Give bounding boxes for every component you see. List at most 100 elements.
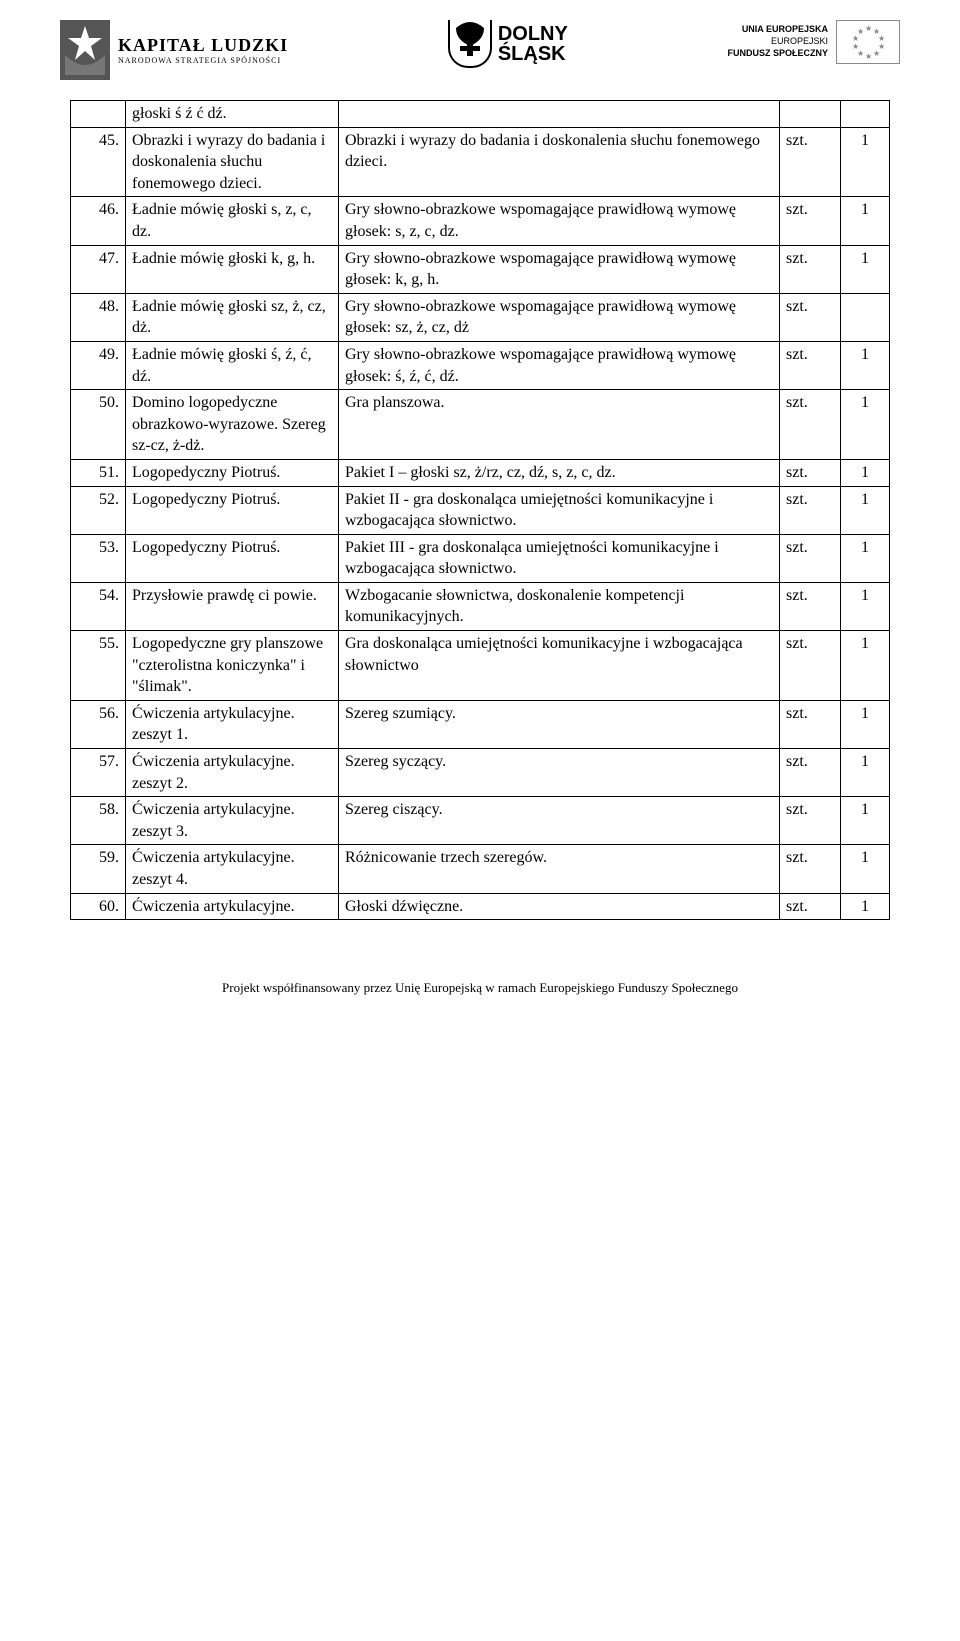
cell-unit: szt.	[780, 486, 841, 534]
cell-desc: Głoski dźwięczne.	[339, 893, 780, 920]
cell-qty: 1	[841, 197, 890, 245]
cell-unit: szt.	[780, 390, 841, 460]
cell-desc: Pakiet II - gra doskonaląca umiejętności…	[339, 486, 780, 534]
logo-dolny-slask: DOLNY ŚLĄSK	[448, 20, 568, 68]
cell-name: Obrazki i wyrazy do badania i doskonalen…	[126, 127, 339, 197]
table-row: 47.Ładnie mówię głoski k, g, h.Gry słown…	[71, 245, 890, 293]
cell-name: Ładnie mówię głoski sz, ż, cz, dż.	[126, 293, 339, 341]
cell-name: głoski ś ź ć dź.	[126, 101, 339, 128]
cell-unit: szt.	[780, 245, 841, 293]
logo-slask-text: DOLNY ŚLĄSK	[498, 24, 568, 64]
cell-qty: 1	[841, 127, 890, 197]
cell-desc: Gry słowno-obrazkowe wspomagające prawid…	[339, 293, 780, 341]
cell-desc: Szereg ciszący.	[339, 797, 780, 845]
page-header: KAPITAŁ LUDZKI NARODOWA STRATEGIA SPÓJNO…	[0, 0, 960, 90]
cell-unit: szt.	[780, 700, 841, 748]
cell-desc: Gry słowno-obrazkowe wspomagające prawid…	[339, 341, 780, 389]
cell-num: 50.	[71, 390, 126, 460]
table-row: 55.Logopedyczne gry planszowe "czterolis…	[71, 631, 890, 701]
cell-name: Ćwiczenia artykulacyjne. zeszyt 3.	[126, 797, 339, 845]
table-row: 56.Ćwiczenia artykulacyjne. zeszyt 1.Sze…	[71, 700, 890, 748]
cell-name: Ćwiczenia artykulacyjne.	[126, 893, 339, 920]
cell-num: 54.	[71, 582, 126, 630]
slask-line1: DOLNY	[498, 24, 568, 44]
kapital-title: KAPITAŁ LUDZKI	[118, 35, 288, 56]
cell-qty: 1	[841, 582, 890, 630]
kapital-star-icon	[60, 20, 110, 80]
cell-desc: Gra planszowa.	[339, 390, 780, 460]
cell-name: Ładnie mówię głoski s, z, c, dz.	[126, 197, 339, 245]
eu-line2: EUROPEJSKI	[727, 36, 828, 48]
cell-desc: Pakiet I – głoski sz, ż/rz, cz, dź, s, z…	[339, 459, 780, 486]
cell-qty: 1	[841, 459, 890, 486]
table-row: 60.Ćwiczenia artykulacyjne.Głoski dźwięc…	[71, 893, 890, 920]
cell-num: 56.	[71, 700, 126, 748]
cell-num: 55.	[71, 631, 126, 701]
cell-qty: 1	[841, 845, 890, 893]
cell-num: 46.	[71, 197, 126, 245]
cell-name: Domino logopedyczne obrazkowo-wyrazowe. …	[126, 390, 339, 460]
cell-qty: 1	[841, 893, 890, 920]
table-row: 46.Ładnie mówię głoski s, z, c, dz.Gry s…	[71, 197, 890, 245]
cell-unit: szt.	[780, 631, 841, 701]
table-row: 52.Logopedyczny Piotruś.Pakiet II - gra …	[71, 486, 890, 534]
cell-desc	[339, 101, 780, 128]
cell-unit: szt.	[780, 893, 841, 920]
cell-desc: Wzbogacanie słownictwa, doskonalenie kom…	[339, 582, 780, 630]
cell-unit: szt.	[780, 797, 841, 845]
cell-qty: 1	[841, 700, 890, 748]
table-row: głoski ś ź ć dź.	[71, 101, 890, 128]
cell-desc: Gra doskonaląca umiejętności komunikacyj…	[339, 631, 780, 701]
cell-qty: 1	[841, 341, 890, 389]
table-row: 51.Logopedyczny Piotruś.Pakiet I – głosk…	[71, 459, 890, 486]
page-footer: Projekt współfinansowany przez Unię Euro…	[0, 950, 960, 1036]
eu-line3: FUNDUSZ SPOŁECZNY	[727, 48, 828, 60]
logo-kapital-text: KAPITAŁ LUDZKI NARODOWA STRATEGIA SPÓJNO…	[118, 35, 288, 65]
cell-num: 47.	[71, 245, 126, 293]
cell-unit: szt.	[780, 845, 841, 893]
cell-unit: szt.	[780, 459, 841, 486]
cell-unit: szt.	[780, 127, 841, 197]
cell-name: Logopedyczny Piotruś.	[126, 534, 339, 582]
cell-num: 52.	[71, 486, 126, 534]
cell-name: Ładnie mówię głoski k, g, h.	[126, 245, 339, 293]
cell-desc: Gry słowno-obrazkowe wspomagające prawid…	[339, 245, 780, 293]
content-area: głoski ś ź ć dź.45.Obrazki i wyrazy do b…	[0, 90, 960, 950]
cell-desc: Szereg syczący.	[339, 749, 780, 797]
logo-eu-text: UNIA EUROPEJSKA EUROPEJSKI FUNDUSZ SPOŁE…	[727, 24, 828, 59]
cell-unit: szt.	[780, 749, 841, 797]
logo-eu: UNIA EUROPEJSKA EUROPEJSKI FUNDUSZ SPOŁE…	[727, 20, 900, 64]
cell-name: Logopedyczny Piotruś.	[126, 486, 339, 534]
table-row: 54.Przysłowie prawdę ci powie.Wzbogacani…	[71, 582, 890, 630]
cell-name: Logopedyczne gry planszowe "czterolistna…	[126, 631, 339, 701]
cell-name: Ładnie mówię głoski ś, ź, ć, dź.	[126, 341, 339, 389]
cell-qty: 1	[841, 797, 890, 845]
cell-num: 49.	[71, 341, 126, 389]
cell-num: 51.	[71, 459, 126, 486]
cell-qty: 1	[841, 631, 890, 701]
eu-line1: UNIA EUROPEJSKA	[727, 24, 828, 36]
cell-unit: szt.	[780, 293, 841, 341]
cell-num: 45.	[71, 127, 126, 197]
table-row: 57.Ćwiczenia artykulacyjne. zeszyt 2.Sze…	[71, 749, 890, 797]
table-row: 48.Ładnie mówię głoski sz, ż, cz, dż.Gry…	[71, 293, 890, 341]
cell-desc: Gry słowno-obrazkowe wspomagające prawid…	[339, 197, 780, 245]
cell-unit: szt.	[780, 582, 841, 630]
table-row: 59.Ćwiczenia artykulacyjne. zeszyt 4.Róż…	[71, 845, 890, 893]
cell-desc: Szereg szumiący.	[339, 700, 780, 748]
cell-num: 58.	[71, 797, 126, 845]
kapital-subtitle: NARODOWA STRATEGIA SPÓJNOŚCI	[118, 56, 288, 65]
table-row: 45.Obrazki i wyrazy do badania i doskona…	[71, 127, 890, 197]
logo-kapital: KAPITAŁ LUDZKI NARODOWA STRATEGIA SPÓJNO…	[60, 20, 288, 80]
cell-name: Logopedyczny Piotruś.	[126, 459, 339, 486]
cell-unit	[780, 101, 841, 128]
cell-qty: 1	[841, 390, 890, 460]
cell-desc: Obrazki i wyrazy do badania i doskonalen…	[339, 127, 780, 197]
cell-qty: 1	[841, 749, 890, 797]
cell-qty	[841, 293, 890, 341]
cell-num: 53.	[71, 534, 126, 582]
cell-num: 48.	[71, 293, 126, 341]
cell-num: 60.	[71, 893, 126, 920]
eu-flag-icon: ★ ★ ★ ★ ★ ★ ★ ★ ★ ★	[836, 20, 900, 64]
cell-name: Ćwiczenia artykulacyjne. zeszyt 1.	[126, 700, 339, 748]
